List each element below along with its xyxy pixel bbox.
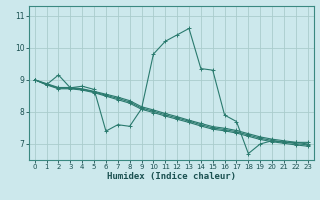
X-axis label: Humidex (Indice chaleur): Humidex (Indice chaleur) <box>107 172 236 181</box>
